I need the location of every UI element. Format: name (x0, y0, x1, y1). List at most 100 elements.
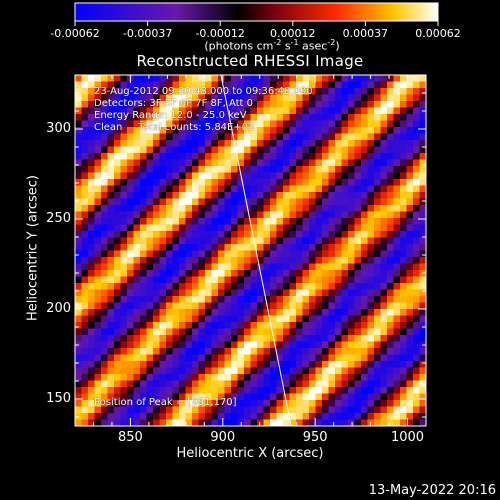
heatmap-cell (211, 159, 219, 167)
heatmap-cell (257, 354, 265, 362)
heatmap-cell (406, 179, 414, 187)
heatmap-cell (205, 153, 213, 161)
heatmap-cell (302, 81, 310, 89)
heatmap-cell (302, 94, 310, 102)
heatmap-cell (270, 302, 278, 310)
heatmap-cell (322, 94, 330, 102)
heatmap-cell (419, 374, 426, 382)
heatmap-cell (380, 296, 388, 304)
heatmap-cell (153, 322, 161, 330)
heatmap-cell (413, 146, 421, 154)
heatmap-cell (302, 101, 310, 109)
heatmap-cell (335, 374, 343, 382)
heatmap-cell (380, 198, 388, 206)
heatmap-cell (81, 393, 89, 401)
heatmap-cell (205, 127, 213, 135)
heatmap-cell (192, 374, 200, 382)
heatmap-cell (166, 185, 174, 193)
heatmap-cell (224, 354, 232, 362)
heatmap-cell (153, 283, 161, 291)
heatmap-cell (380, 218, 388, 226)
heatmap-cell (283, 419, 291, 426)
heatmap-cell (101, 322, 109, 330)
heatmap-cell (367, 127, 375, 135)
heatmap-cell (413, 387, 421, 395)
heatmap-cell (224, 146, 232, 154)
heatmap-cell (114, 101, 122, 109)
heatmap-cell (406, 114, 414, 122)
heatmap-cell (289, 185, 297, 193)
heatmap-cell (257, 322, 265, 330)
heatmap-cell (127, 127, 135, 135)
heatmap-cell (322, 198, 330, 206)
heatmap-cell (413, 224, 421, 232)
heatmap-cell (218, 185, 226, 193)
heatmap-cell (244, 120, 252, 128)
heatmap-cell (205, 322, 213, 330)
heatmap-cell (114, 380, 122, 388)
heatmap-cell (244, 400, 252, 408)
heatmap-cell (322, 179, 330, 187)
heatmap-cell (302, 335, 310, 343)
heatmap-cell (309, 289, 317, 297)
heatmap-cell (94, 276, 102, 284)
heatmap-cell (289, 361, 297, 369)
heatmap-cell (224, 205, 232, 213)
heatmap-cell (127, 107, 135, 115)
heatmap-cell (322, 224, 330, 232)
heatmap-cell (413, 257, 421, 265)
heatmap-cell (211, 146, 219, 154)
heatmap-cell (127, 185, 135, 193)
heatmap-cell (335, 166, 343, 174)
heatmap-cell (315, 250, 323, 258)
heatmap-cell (374, 231, 382, 239)
heatmap-cell (133, 244, 141, 252)
heatmap-cell (101, 198, 109, 206)
heatmap-cell (211, 250, 219, 258)
heatmap-cell (406, 237, 414, 245)
heatmap-cell (354, 244, 362, 252)
heatmap-cell (283, 283, 291, 291)
heatmap-cell (75, 361, 83, 369)
heatmap-cell (114, 114, 122, 122)
heatmap-cell (257, 276, 265, 284)
heatmap-cell (322, 400, 330, 408)
heatmap-cell (354, 250, 362, 258)
heatmap-cell (75, 322, 83, 330)
heatmap-cell (224, 315, 232, 323)
heatmap-cell (231, 231, 239, 239)
heatmap-cell (335, 127, 343, 135)
heatmap-cell (328, 81, 336, 89)
heatmap-cell (400, 224, 408, 232)
heatmap-cell (231, 257, 239, 265)
heatmap-cell (374, 393, 382, 401)
heatmap-cell (400, 127, 408, 135)
heatmap-cell (140, 120, 148, 128)
heatmap-cell (244, 270, 252, 278)
heatmap-cell (250, 224, 258, 232)
heatmap-cell (218, 263, 226, 271)
heatmap-cell (361, 244, 369, 252)
heatmap-cell (328, 185, 336, 193)
heatmap-cell (341, 283, 349, 291)
heatmap-cell (198, 211, 206, 219)
heatmap-cell (296, 322, 304, 330)
heatmap-cell (146, 302, 154, 310)
heatmap-cell (211, 413, 219, 421)
heatmap-cell (166, 114, 174, 122)
heatmap-cell (211, 179, 219, 187)
heatmap-cell (276, 283, 284, 291)
heatmap-cell (244, 94, 252, 102)
heatmap-cell (250, 81, 258, 89)
heatmap-cell (250, 179, 258, 187)
heatmap-cell (400, 198, 408, 206)
heatmap-cell (387, 309, 395, 317)
heatmap-cell (328, 153, 336, 161)
heatmap-cell (270, 205, 278, 213)
heatmap-cell (263, 289, 271, 297)
heatmap-cell (315, 367, 323, 375)
heatmap-cell (94, 101, 102, 109)
heatmap-cell (380, 114, 388, 122)
heatmap-cell (302, 328, 310, 336)
heatmap-cell (146, 114, 154, 122)
